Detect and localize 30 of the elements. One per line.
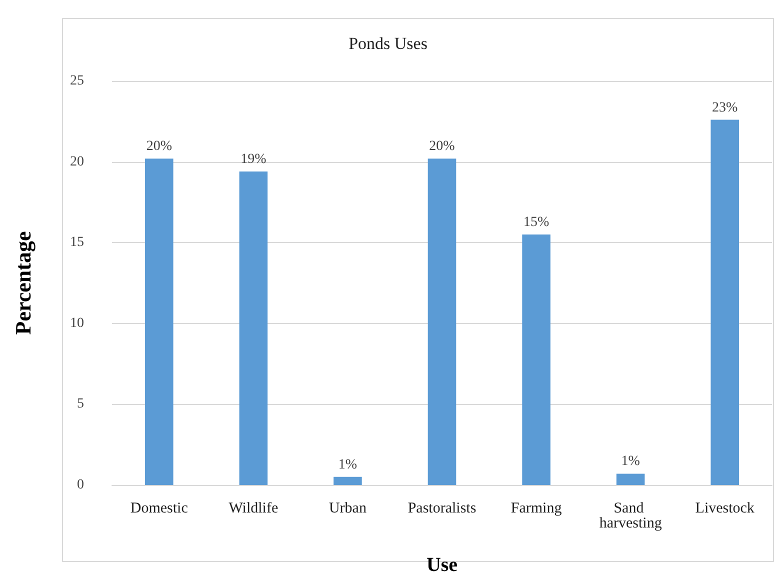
x-tick-label: Livestock [695,500,755,516]
data-label: 20% [146,139,172,154]
bar [522,234,550,485]
y-tick-label: 15 [70,235,84,250]
x-tick-label: Wildlife [228,500,278,516]
data-label: 1% [338,457,358,472]
x-tick-label: Domestic [130,500,188,516]
y-axis-title: Percentage [10,231,36,335]
y-tick-label: 0 [77,478,84,492]
x-tick-label: Sand harvesting [599,500,662,532]
chart-title: Ponds Uses [348,34,428,53]
y-tick-label: 5 [77,396,84,412]
y-tick-label: 25 [70,74,84,88]
data-label: 1% [621,454,640,470]
data-label: 23% [712,100,738,116]
data-label: 20% [429,139,456,154]
x-axis-title: Use [426,554,458,576]
x-tick-label: Pastoralists [408,500,476,516]
data-label: 15% [523,215,550,230]
bar [710,120,739,485]
bar [428,158,456,485]
y-tick-label: 20 [70,154,84,170]
x-tick-label: Urban [328,500,367,516]
bar [334,476,362,485]
bar [616,474,645,485]
bar [239,171,268,485]
bar [145,158,174,485]
x-tick-label: Farming [510,500,562,516]
y-tick-label: 10 [70,316,84,331]
data-label: 19% [240,152,267,167]
